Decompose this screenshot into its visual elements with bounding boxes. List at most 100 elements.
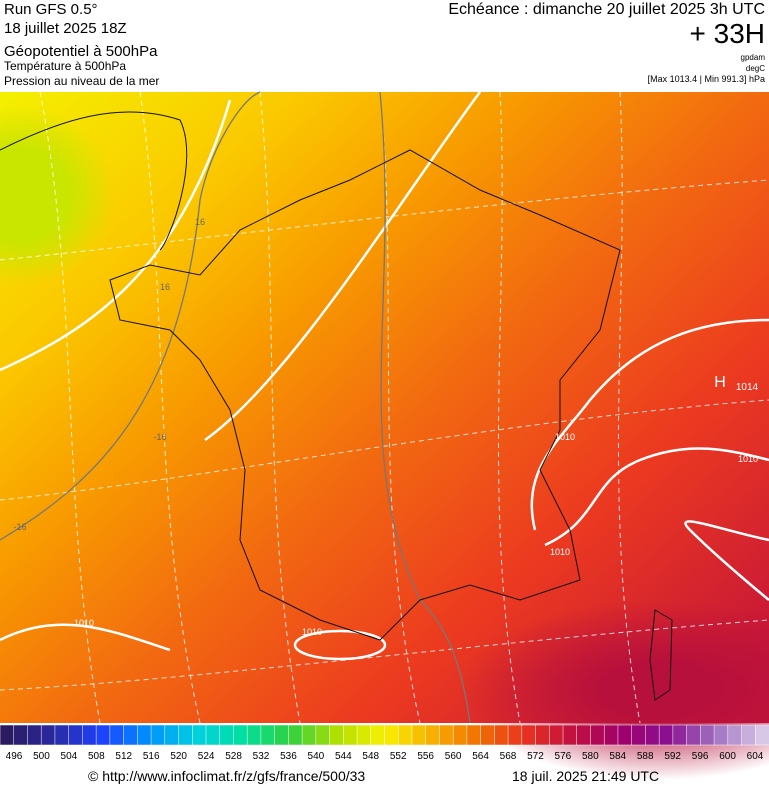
map bbox=[0, 91, 769, 780]
color-swatch bbox=[164, 724, 180, 746]
color-swatch bbox=[68, 724, 84, 746]
color-swatch bbox=[494, 724, 509, 746]
color-swatch bbox=[178, 724, 193, 746]
map-label: 1014 bbox=[736, 382, 759, 393]
color-swatch bbox=[727, 724, 743, 746]
colorbar-label: 556 bbox=[417, 751, 434, 762]
colorbar-label: 544 bbox=[335, 751, 352, 762]
field-line: Température à 500hPa bbox=[4, 59, 126, 73]
color-swatch bbox=[370, 724, 386, 746]
map-label: H bbox=[714, 374, 726, 391]
color-swatch bbox=[192, 724, 207, 746]
color-swatch bbox=[384, 724, 399, 746]
map-label: 1010 bbox=[550, 547, 570, 557]
colorbar-label: 588 bbox=[637, 751, 654, 762]
colorbar-label: 496 bbox=[6, 751, 23, 762]
color-swatch bbox=[713, 724, 729, 746]
color-swatch bbox=[95, 724, 111, 746]
color-swatch bbox=[480, 724, 496, 746]
map-label: -16 bbox=[153, 432, 166, 442]
colorbar-label: 600 bbox=[719, 751, 736, 762]
color-swatch bbox=[466, 724, 482, 746]
color-swatch bbox=[535, 724, 551, 746]
run-date: 18 juillet 2025 18Z bbox=[4, 20, 127, 37]
color-swatch bbox=[590, 724, 605, 746]
color-swatch bbox=[672, 724, 688, 746]
colorbar-label: 604 bbox=[747, 751, 764, 762]
color-swatch bbox=[343, 724, 358, 746]
color-swatch bbox=[603, 724, 619, 746]
color-swatch bbox=[356, 724, 372, 746]
color-swatch bbox=[755, 724, 769, 746]
color-swatch bbox=[82, 724, 97, 746]
unit: gpdam bbox=[741, 53, 766, 62]
color-swatch bbox=[686, 724, 702, 746]
map-label: 1010 bbox=[74, 618, 94, 628]
color-swatch bbox=[425, 724, 441, 746]
color-swatch bbox=[137, 724, 152, 746]
color-swatch bbox=[219, 724, 235, 746]
colorbar-label: 552 bbox=[390, 751, 407, 762]
color-swatch bbox=[0, 724, 15, 746]
color-swatch bbox=[700, 724, 715, 746]
colorbar-label: 564 bbox=[472, 751, 489, 762]
run-label: Run GFS 0.5° bbox=[4, 1, 98, 18]
colorbar-label: 504 bbox=[61, 751, 78, 762]
color-swatch bbox=[617, 724, 633, 746]
color-swatch bbox=[150, 724, 166, 746]
colorbar-label: 540 bbox=[308, 751, 325, 762]
color-swatch bbox=[562, 724, 578, 746]
color-swatch bbox=[549, 724, 564, 746]
color-swatch bbox=[645, 724, 660, 746]
colorbar-label: 572 bbox=[527, 751, 544, 762]
colorbar-label: 596 bbox=[692, 751, 709, 762]
lead-time: + 33H bbox=[690, 18, 766, 49]
color-swatch bbox=[658, 724, 674, 746]
color-swatch bbox=[521, 724, 537, 746]
colorbar-label: 524 bbox=[198, 751, 215, 762]
colorbar-label: 548 bbox=[362, 751, 379, 762]
color-swatch bbox=[329, 724, 345, 746]
color-swatch bbox=[274, 724, 290, 746]
color-swatch bbox=[397, 724, 413, 746]
colorbar-label: 508 bbox=[88, 751, 105, 762]
color-swatch bbox=[13, 724, 29, 746]
colorbar-label: 568 bbox=[500, 751, 517, 762]
map-label: 16 bbox=[160, 282, 170, 292]
map-label: 1010 bbox=[302, 627, 322, 637]
colorbar-label: 528 bbox=[225, 751, 242, 762]
color-swatch bbox=[452, 724, 468, 746]
field-title: Géopotentiel à 500hPa bbox=[4, 43, 158, 60]
colorbar-label: 520 bbox=[170, 751, 187, 762]
color-swatch bbox=[631, 724, 647, 746]
color-swatch bbox=[288, 724, 303, 746]
colorbar-label: 500 bbox=[33, 751, 50, 762]
colorbar-label: 580 bbox=[582, 751, 599, 762]
colorbar-label: 560 bbox=[445, 751, 462, 762]
color-swatch bbox=[40, 724, 56, 746]
map-label: 16 bbox=[195, 217, 205, 227]
color-swatch bbox=[576, 724, 592, 746]
map-label: -16 bbox=[13, 522, 26, 532]
unit: degC bbox=[746, 64, 765, 73]
color-swatch bbox=[27, 724, 42, 746]
map-label: 1010 bbox=[555, 432, 575, 442]
color-swatch bbox=[507, 724, 523, 746]
color-swatch bbox=[233, 724, 248, 746]
color-swatch bbox=[301, 724, 317, 746]
color-swatch bbox=[246, 724, 262, 746]
map-label: 1010 bbox=[738, 454, 758, 464]
colorbar-label: 512 bbox=[115, 751, 132, 762]
color-swatch bbox=[411, 724, 427, 746]
color-swatch bbox=[260, 724, 276, 746]
color-swatch bbox=[741, 724, 757, 746]
issue-time: 18 juil. 2025 21:49 UTC bbox=[512, 768, 659, 784]
color-swatch bbox=[109, 724, 125, 746]
color-swatch bbox=[205, 724, 221, 746]
colorbar-label: 576 bbox=[555, 751, 572, 762]
color-swatch bbox=[123, 724, 139, 746]
forecast-time: Echéance : dimanche 20 juillet 2025 3h U… bbox=[448, 1, 765, 18]
source-url: © http://www.infoclimat.fr/z/gfs/france/… bbox=[88, 768, 365, 784]
color-swatch bbox=[439, 724, 454, 746]
